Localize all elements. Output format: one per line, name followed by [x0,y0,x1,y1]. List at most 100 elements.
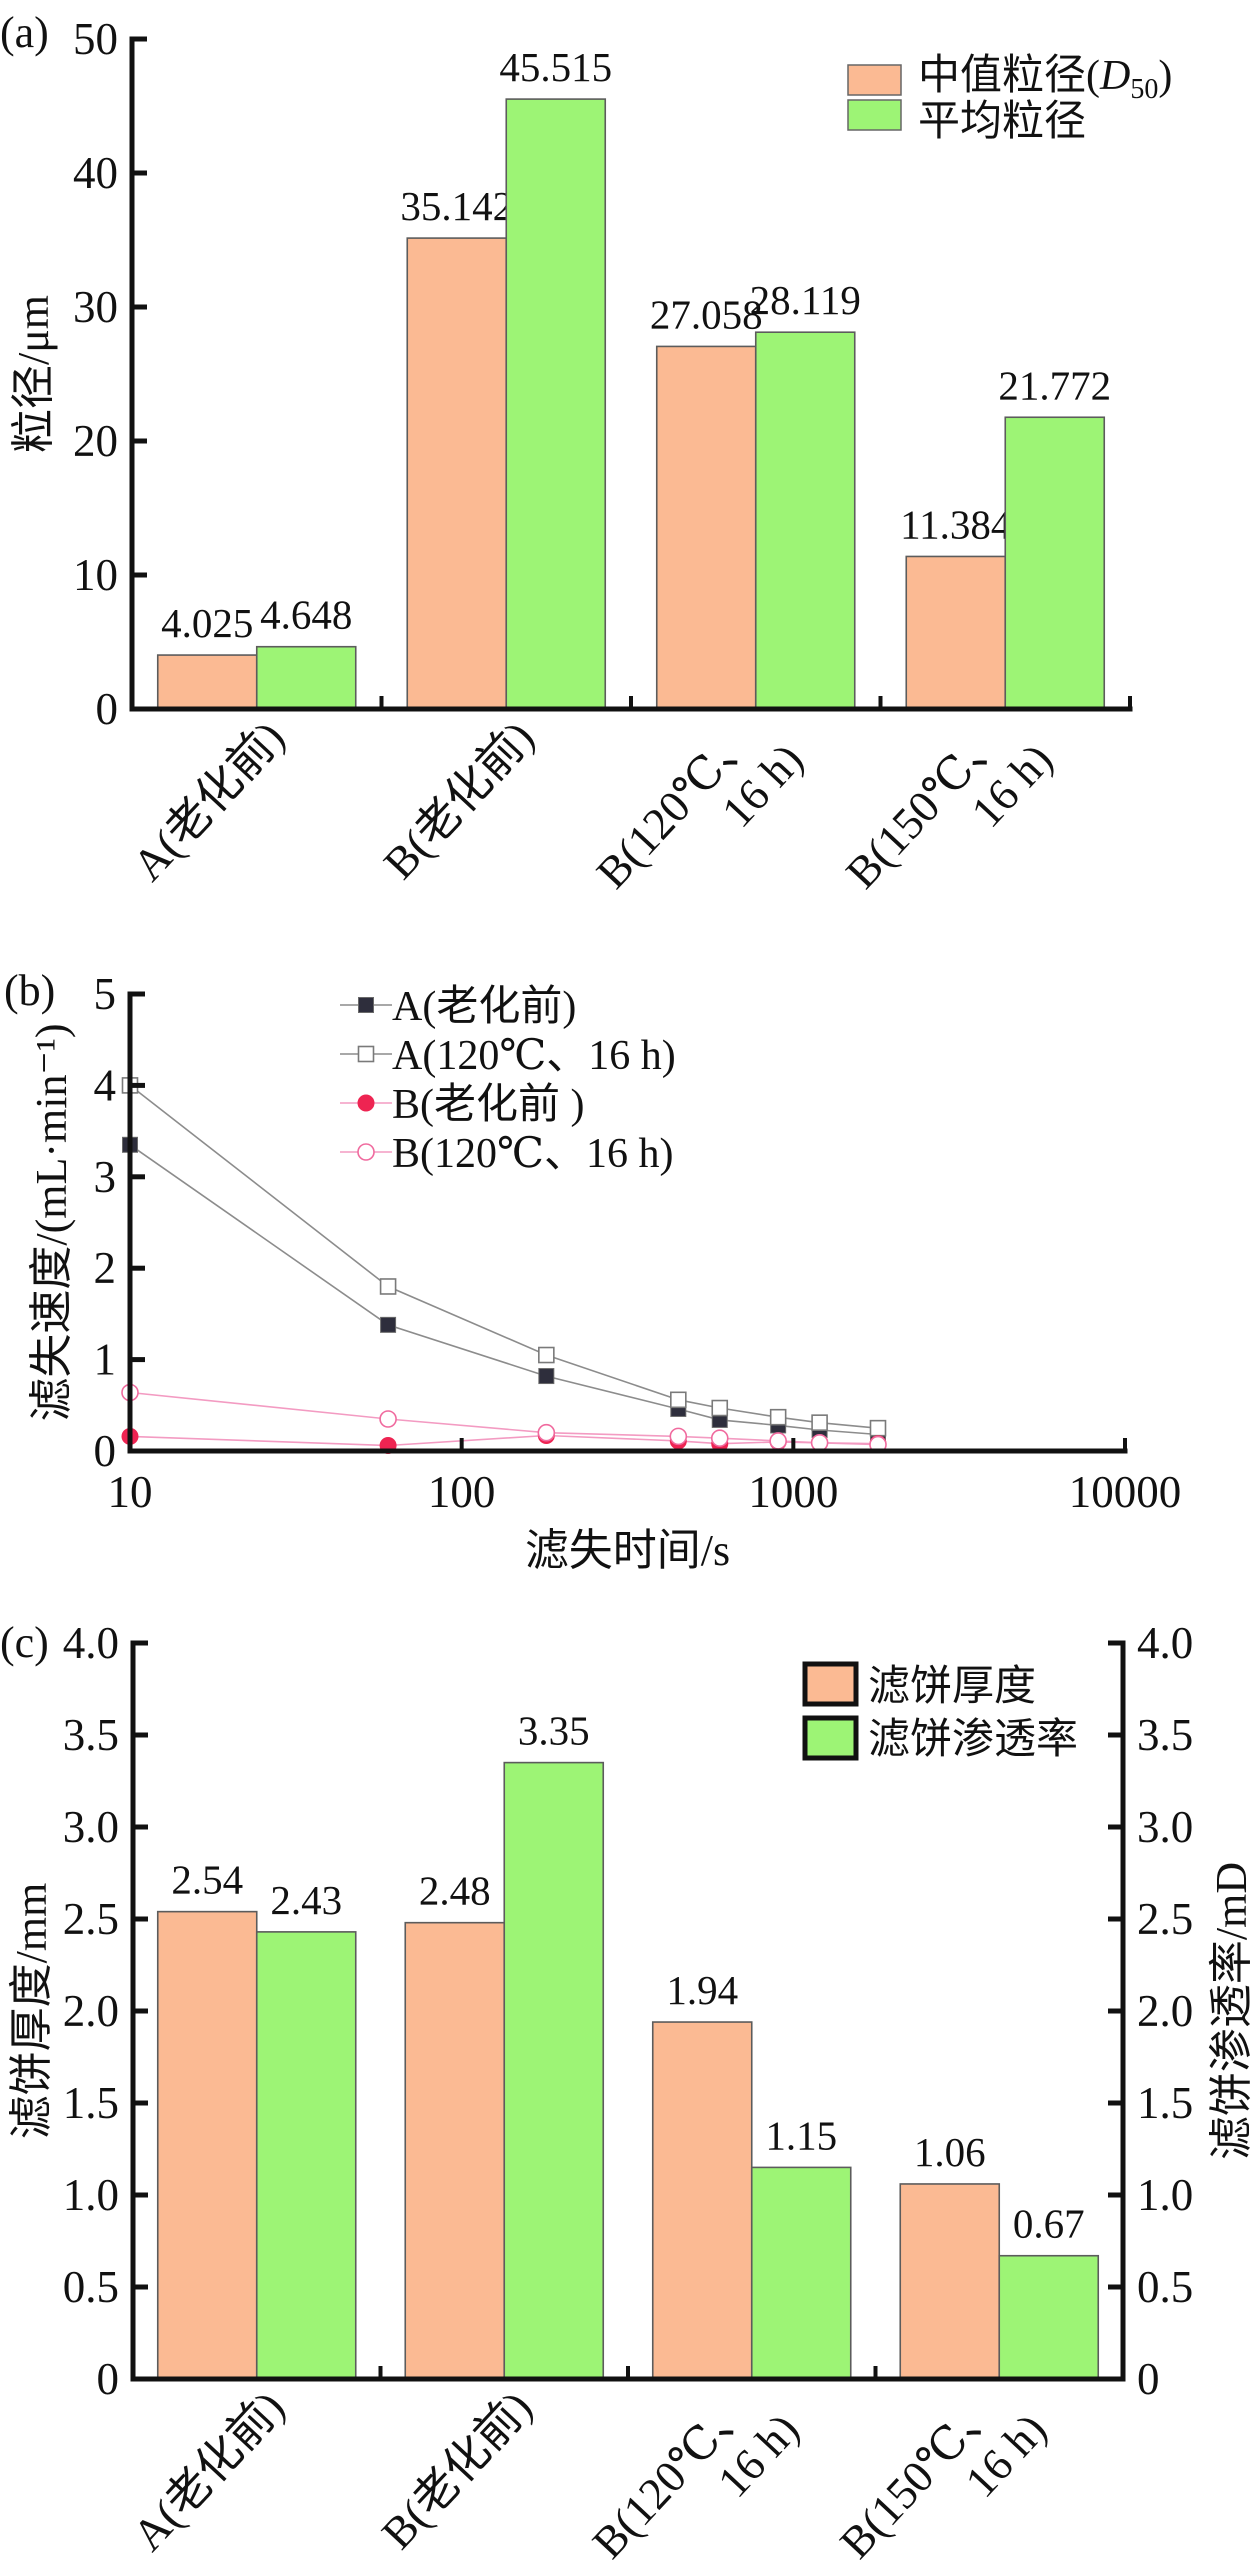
bar-value-label: 11.384 [900,501,1011,547]
bar [404,1921,506,2380]
category-label: B(150℃、16 h) [830,2370,1056,2573]
legend: 中值粒径(D50)平均粒径 [847,53,1172,145]
legend-label: B(120℃、16 h) [392,1131,673,1177]
data-point [810,1433,829,1452]
y-tick-label: 0 [97,2354,120,2404]
category-label-line: A(老化前) [123,2382,294,2561]
x-tick-label: 1000 [748,1467,838,1517]
y-tick-label-right: 4.0 [1137,1618,1193,1668]
y-tick-label-right: 2.0 [1137,1986,1193,2036]
panel-label: (a) [0,8,49,57]
y-axis-title-right: 滤饼渗透率/mD [1207,1862,1256,2160]
category-label-line: B(老化前) [374,712,544,889]
y-tick-label-right: 0.5 [1137,2262,1193,2312]
bar [505,98,607,710]
bar-value-label: 3.35 [518,1708,590,1754]
x-tick-label: 10000 [1069,1467,1182,1517]
series-line [129,1391,879,1446]
y-tick-label: 1.5 [63,2078,119,2128]
bar-value-label: 4.025 [161,600,253,646]
y-tick-label: 0 [96,684,119,734]
bar [406,237,508,710]
bar [754,331,856,710]
legend-swatch [847,64,902,96]
y-tick-label-right: 3.0 [1137,1802,1193,1852]
bar [503,1761,605,2380]
y-tick-label-right: 1.0 [1137,2170,1193,2220]
data-point [669,1427,688,1446]
legend-label: 中值粒径(D50) [918,53,1172,105]
bar [1004,416,1106,710]
bar [655,345,757,710]
series-line [129,1144,879,1436]
bar [651,2021,753,2380]
y-tick-label: 0.5 [63,2262,119,2312]
legend-marker [357,1045,375,1063]
y-tick-label: 1 [94,1335,117,1385]
bar-value-label: 2.43 [270,1877,342,1923]
legend-swatch [802,1661,859,1707]
line-chart-panel: (b) 0 1 2 3 4 5 10 100 1000 10000 滤失时间/s 滤失速度/(mL·mi… [4,966,1181,1575]
legend-marker [357,1094,375,1112]
legend-label: 滤饼渗透率 [868,1716,1078,1763]
data-point [379,1278,397,1295]
data-point [869,1419,887,1437]
y-tick-label-right: 2.5 [1137,1894,1193,1944]
data-point [711,1399,729,1417]
bar-value-label: 4.648 [260,592,352,638]
legend-label-suffix: ) [1158,53,1172,99]
y-tick-label: 3.0 [63,1802,119,1852]
legend-label: 滤饼厚度 [868,1664,1036,1710]
y-tick-label: 30 [73,282,118,332]
y-tick-label: 20 [73,416,118,466]
data-point [538,1368,555,1385]
bar [255,1931,357,2380]
legend-label: A(老化前) [392,984,576,1030]
y-tick-label-right: 0 [1137,2354,1160,2404]
legend-label: A(120℃、16 h) [392,1033,676,1079]
category-label-line: A(老化前) [123,712,294,891]
bar-value-label: 0.67 [1013,2201,1085,2247]
legend-label-subscript: 50 [1130,74,1158,105]
y-tick-label: 50 [73,14,118,64]
data-point [538,1346,555,1364]
legend-label: 平均粒径 [918,99,1086,145]
y-tick-label: 2 [94,1243,117,1293]
y-axis-title: 滤失速度/(mL·min⁻¹) [27,1023,76,1421]
y-tick-label: 5 [94,969,117,1019]
y-tick-label: 1.0 [63,2170,119,2220]
bar-value-label: 2.48 [419,1868,491,1914]
y-tick-label-right: 1.5 [1137,2078,1193,2128]
y-tick-label: 4.0 [63,1618,119,1668]
category-label: B(120℃、16 h) [583,2370,809,2573]
category-label: B(120℃、16 h) [587,700,813,932]
x-tick-label: 100 [428,1467,496,1517]
y-tick-label: 3.5 [63,1710,119,1760]
legend-label-prefix: 中值粒径( [918,53,1100,99]
bar [255,645,357,710]
y-tick-label: 4 [94,1060,117,1110]
bar-value-label: 1.94 [666,1967,738,2013]
y-axis-title: 滤饼厚度/mm [7,1883,56,2140]
legend: A(老化前)A(120℃、16 h)B(老化前 )B(120℃、16 h) [340,984,676,1177]
category-label: A(老化前) [123,2382,294,2561]
legend-marker [358,997,374,1013]
data-point [670,1391,687,1409]
category-label: A(老化前) [123,712,294,891]
x-tick-label: 10 [108,1467,153,1517]
bar [156,654,258,710]
bar [899,2183,1001,2380]
y-tick-label: 40 [73,148,118,198]
category-label: B(老化前) [372,2382,542,2559]
category-label: B(老化前) [374,712,544,889]
y-tick-label: 3 [94,1152,117,1202]
bar-chart-panel: (c) 2.54 2.48 1.94 1.06 2.43 3.35 1.15 0.67 0 0.5 1… [0,1618,1256,2573]
y-axis-title: 粒径/μm [9,295,58,453]
category-label-line: B(老化前) [372,2382,542,2559]
bar [998,2254,1100,2380]
y-tick-label: 0 [94,1426,117,1476]
bar-value-label: 35.142 [400,183,513,229]
data-point [380,1316,397,1333]
